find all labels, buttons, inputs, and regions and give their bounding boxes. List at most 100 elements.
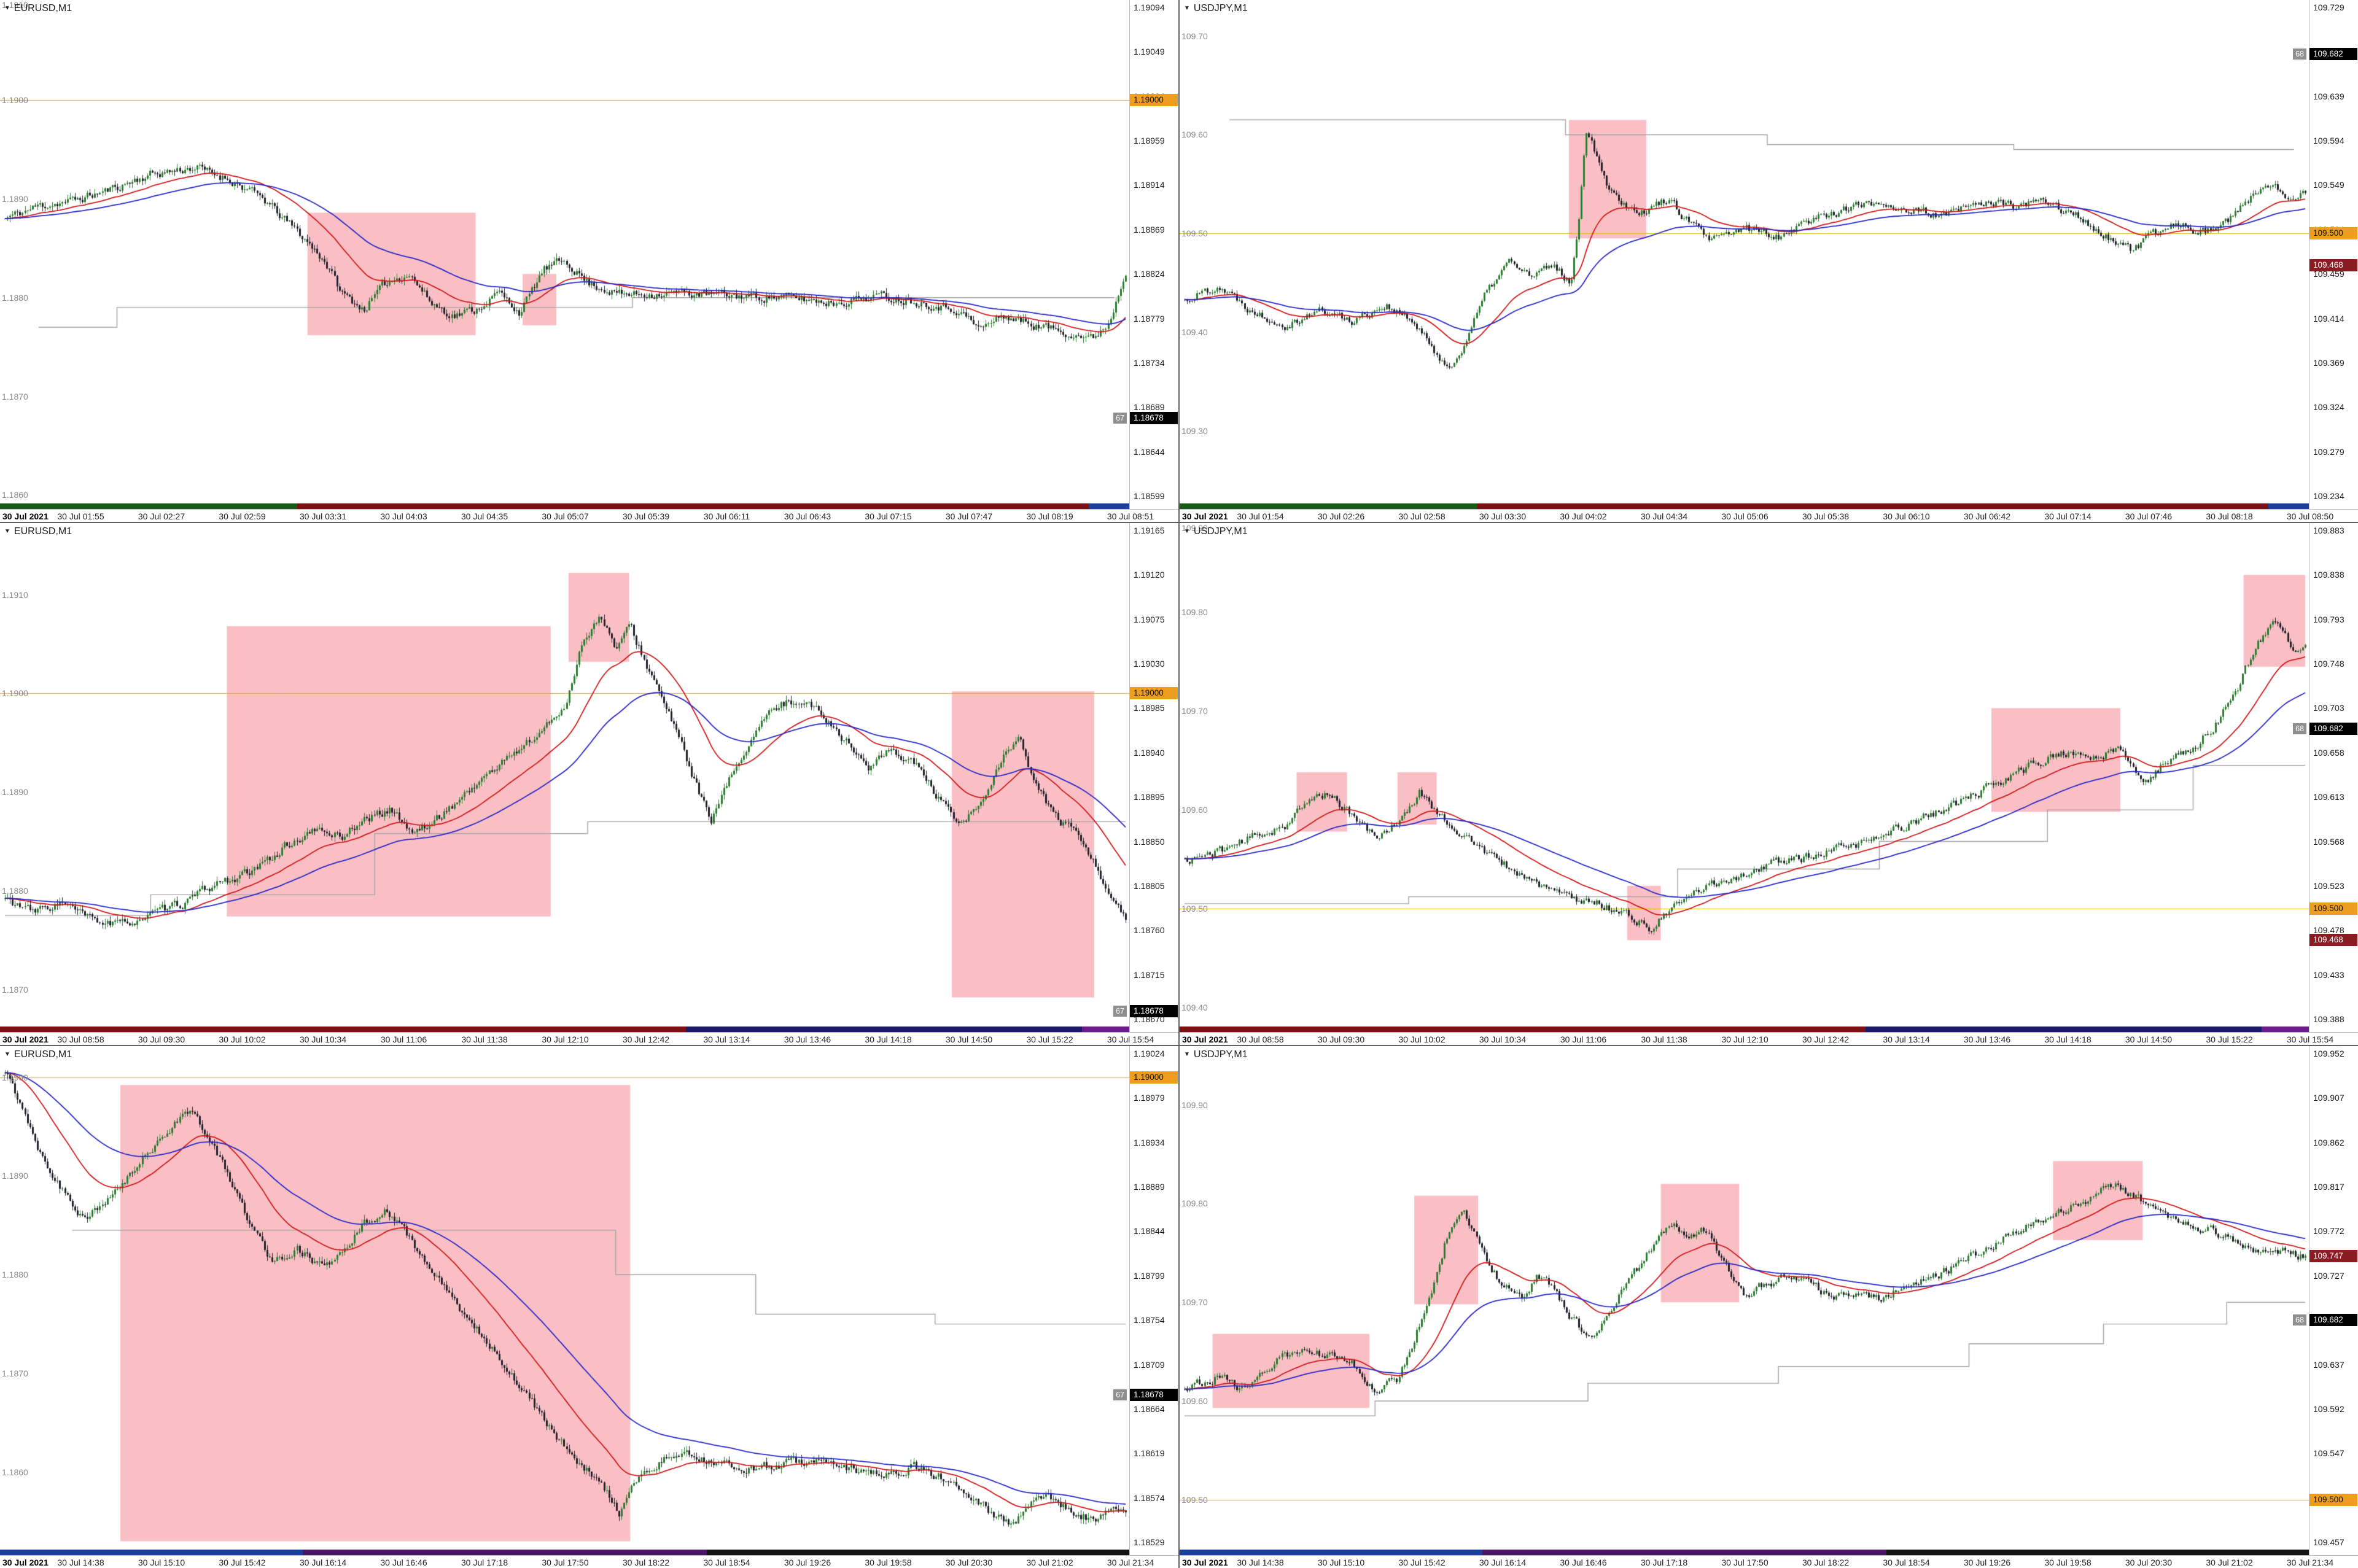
price-tick-label: 1.18799 (1134, 1270, 1165, 1281)
current-price-note: 67 (1113, 1006, 1127, 1017)
time-axis[interactable]: 30 Jul 2021 30 Jul 14:38 30 Jul 15:10 30 Ju… (1180, 1555, 2358, 1568)
left-price-label: 1.1880 (2, 292, 28, 303)
time-tick-label: 30 Jul 2021 (1182, 1034, 1228, 1044)
session-strip-segment (1088, 503, 1130, 509)
price-axis[interactable]: 1.190941.190491.190041.189591.189141.188… (1129, 0, 1178, 509)
price-axis[interactable]: 109.883 109.838 109.793 109.748 109.703 109.6… (2309, 523, 2358, 1032)
left-price-label: 1.1890 (2, 1171, 28, 1181)
price-axis[interactable]: 1.19165 1.19120 1.19075 1.19030 1.18985 1.189… (1129, 523, 1178, 1032)
time-axis[interactable]: 30 Jul 2021 30 Jul 14:38 30 Jul 15:10 30 Ju… (0, 1555, 1178, 1568)
time-tick-label: 30 Jul 10:34 (1479, 1034, 1527, 1044)
price-tick-label: 109.772 (2313, 1226, 2344, 1236)
symbol-marker-icon: ▼ (1184, 528, 1190, 535)
left-price-label: 109.50 (1181, 228, 1208, 239)
round-level-badge: 1.19000 (1130, 94, 1178, 107)
price-tick-label: 109.414 (2313, 313, 2344, 324)
time-tick-label: 30 Jul 04:03 (380, 511, 427, 521)
time-tick-label: 30 Jul 21:02 (2206, 1558, 2253, 1567)
session-strip (1180, 1550, 2310, 1555)
session-strip-segment (1886, 1550, 2310, 1555)
time-tick-label: 30 Jul 07:15 (865, 511, 912, 521)
time-tick-label: 30 Jul 14:18 (2044, 1034, 2091, 1044)
price-tick-label: 109.594 (2313, 136, 2344, 146)
price-tick-label: 109.547 (2313, 1448, 2344, 1459)
price-tick-label: 109.907 (2313, 1093, 2344, 1103)
time-tick-label: 30 Jul 07:46 (2125, 511, 2173, 521)
time-tick-label: 30 Jul 11:38 (1641, 1034, 1687, 1044)
price-tick-label: 109.369 (2313, 357, 2344, 368)
price-tick-label: 109.862 (2313, 1137, 2344, 1147)
price-tick-label: 109.457 (2313, 1537, 2344, 1547)
time-tick-label: 30 Jul 01:54 (1237, 511, 1284, 521)
chart-canvas[interactable] (0, 0, 1130, 503)
price-tick-label: 1.19165 (1134, 526, 1165, 535)
time-tick-label: 30 Jul 16:14 (1479, 1558, 1527, 1567)
time-tick-label: 30 Jul 18:54 (1883, 1558, 1930, 1567)
symbol-marker-icon: ▼ (4, 528, 10, 535)
price-axis[interactable]: 1.19024 1.18979 1.18934 1.18889 1.18844 1.187… (1129, 1046, 1178, 1555)
left-price-label: 109.40 (1181, 1002, 1208, 1012)
time-tick-label: 30 Jul 2021 (2, 1558, 49, 1567)
round-level-badge: 109.500 (2309, 902, 2357, 915)
time-tick-label: 30 Jul 12:10 (1721, 1034, 1768, 1044)
time-tick-label: 30 Jul 04:34 (1640, 511, 1688, 521)
bid-line-badge: 109.747 (2309, 1249, 2357, 1262)
price-tick-label: 1.18844 (1134, 1226, 1165, 1236)
chart-panel: ▼ USDJPY,M1 109.90 109.80 109.70 109.60 109.… (1180, 1046, 2358, 1568)
price-tick-label: 1.18850 (1134, 836, 1165, 847)
chart-canvas[interactable] (1180, 0, 2310, 503)
current-price-note: 68 (2293, 48, 2306, 60)
time-axis[interactable]: 30 Jul 2021 30 Jul 08:58 30 Jul 09:30 30 Ju… (0, 1032, 1178, 1045)
chart-canvas[interactable] (1180, 1046, 2310, 1550)
time-tick-label: 30 Jul 03:30 (1479, 511, 1527, 521)
left-price-label: 1.1880 (2, 885, 28, 896)
time-tick-label: 30 Jul 04:02 (1560, 511, 1607, 521)
current-price-badge: 1.18678 (1130, 411, 1178, 424)
left-price-label: 109.60 (1181, 1396, 1208, 1407)
time-axis[interactable]: 30 Jul 2021 30 Jul 01:55 30 Jul 02:27 30 Ju… (0, 509, 1178, 522)
chart-canvas[interactable] (0, 523, 1130, 1027)
round-level-badge: 1.19000 (1130, 1071, 1178, 1084)
chart-canvas[interactable] (1180, 523, 2310, 1027)
symbol-name: EURUSD,M1 (14, 1049, 72, 1060)
symbol-marker-icon: ▼ (4, 5, 10, 12)
time-axis[interactable]: 30 Jul 2021 30 Jul 01:54 30 Jul 02:26 30 Ju… (1180, 509, 2358, 522)
price-tick-label: 1.18895 (1134, 792, 1165, 802)
price-tick-label: 1.18934 (1134, 1137, 1165, 1147)
price-tick-label: 109.613 (2313, 792, 2344, 802)
left-price-label: 1.1890 (2, 787, 28, 798)
symbol-label: ▼ EURUSD,M1 (4, 3, 72, 14)
symbol-name: USDJPY,M1 (1193, 1049, 1248, 1060)
left-price-label: 109.50 (1181, 1494, 1208, 1505)
left-price-label: 109.50 (1181, 903, 1208, 914)
left-price-label: 109.80 (1181, 1198, 1208, 1209)
price-tick-label: 1.18754 (1134, 1315, 1165, 1325)
time-tick-label: 30 Jul 11:38 (461, 1034, 508, 1044)
time-tick-label: 30 Jul 14:18 (865, 1034, 912, 1044)
time-tick-label: 30 Jul 05:38 (1802, 511, 1850, 521)
time-tick-label: 30 Jul 15:54 (1107, 1034, 1154, 1044)
time-tick-label: 30 Jul 08:51 (1107, 511, 1154, 521)
price-axis[interactable]: 109.952 109.907 109.862 109.817 109.772 109.7… (2309, 1046, 2358, 1555)
time-tick-label: 30 Jul 17:50 (1721, 1558, 1768, 1567)
chart-canvas[interactable] (0, 1046, 1130, 1550)
time-tick-label: 30 Jul 16:14 (299, 1558, 347, 1567)
bid-line-badge: 109.468 (2309, 258, 2357, 271)
time-tick-label: 30 Jul 02:58 (1398, 511, 1446, 521)
time-tick-label: 30 Jul 08:18 (2206, 511, 2253, 521)
left-price-label: 1.1860 (2, 490, 28, 500)
time-tick-label: 30 Jul 15:10 (1317, 1558, 1365, 1567)
round-level-badge: 109.500 (2309, 227, 2357, 240)
price-tick-label: 109.549 (2313, 180, 2344, 190)
time-tick-label: 30 Jul 16:46 (1560, 1558, 1607, 1567)
current-price-badge: 1.18678 (1130, 1389, 1178, 1402)
price-axis[interactable]: 109.729109.684109.639109.594109.549109.5… (2309, 0, 2358, 509)
time-axis[interactable]: 30 Jul 2021 30 Jul 08:58 30 Jul 09:30 30 Ju… (1180, 1032, 2358, 1045)
session-strip-segment (1180, 1550, 1483, 1555)
price-tick-label: 1.18709 (1134, 1359, 1165, 1370)
price-tick-label: 1.18940 (1134, 747, 1165, 758)
time-tick-label: 30 Jul 17:50 (542, 1558, 589, 1567)
current-price-badge: 109.682 (2309, 1314, 2357, 1327)
session-strip (1180, 503, 2310, 509)
